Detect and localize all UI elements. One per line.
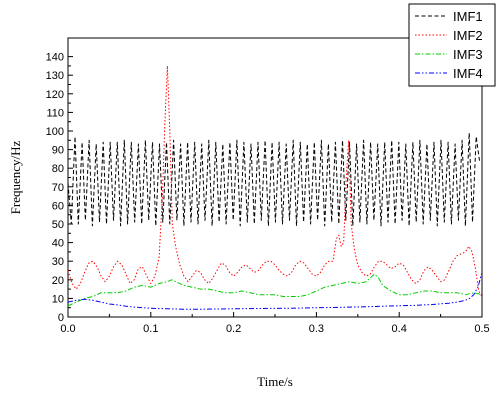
y-tick-label: 130 — [46, 70, 64, 82]
series-line-imf2 — [67, 65, 483, 297]
y-axis-title: Frequency/Hz — [8, 140, 23, 214]
y-tick-label: 80 — [52, 163, 64, 175]
y-tick-label: 10 — [52, 293, 64, 305]
y-tick-label: 70 — [52, 182, 64, 194]
x-tick-label: 0.2 — [226, 323, 241, 335]
x-tick-label: 0.4 — [392, 323, 407, 335]
legend-label-imf3: IMF3 — [453, 47, 483, 62]
y-axis-ticks: 0 10 20 30 40 50 60 70 80 90 100 110 120 130 140 — [46, 52, 73, 324]
x-tick-label: 0.0 — [60, 323, 75, 335]
x-axis-ticks: 0.0 0.1 0.2 0.3 0.4 0.5 — [60, 312, 490, 335]
x-axis-title: Time/s — [257, 374, 293, 389]
series-lines — [67, 65, 483, 310]
y-tick-label: 120 — [46, 89, 64, 101]
y-tick-label: 110 — [46, 107, 64, 119]
y-tick-label: 60 — [52, 200, 64, 212]
x-tick-label: 0.1 — [143, 323, 158, 335]
x-tick-label: 0.3 — [309, 323, 324, 335]
legend-label-imf1: IMF1 — [453, 9, 483, 24]
y-tick-label: 140 — [46, 52, 64, 64]
series-line-imf4 — [67, 272, 483, 310]
x-tick-label: 0.5 — [474, 323, 489, 335]
y-tick-label: 50 — [52, 219, 64, 231]
legend-box — [408, 3, 496, 87]
series-line-imf3 — [67, 273, 483, 307]
legend-label-imf4: IMF4 — [453, 66, 483, 81]
series-line-imf1 — [67, 132, 480, 227]
y-tick-label: 0 — [58, 312, 64, 324]
y-tick-label: 90 — [52, 145, 64, 157]
y-tick-label: 30 — [52, 256, 64, 268]
legend: IMF1 IMF2 IMF3 IMF4 — [408, 3, 496, 87]
y-tick-label: 20 — [52, 275, 64, 287]
legend-label-imf2: IMF2 — [453, 28, 483, 43]
y-tick-label: 100 — [46, 126, 64, 138]
y-tick-label: 40 — [52, 238, 64, 250]
